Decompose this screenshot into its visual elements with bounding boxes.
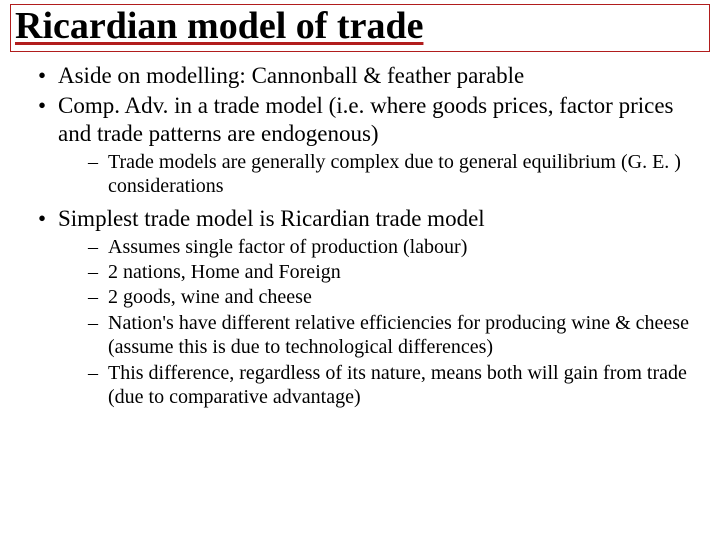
list-item-text: Nation's have different relative efficie… — [108, 312, 689, 358]
list-item-text: Aside on modelling: Cannonball & feather… — [58, 63, 524, 88]
list-item-text: Trade models are generally complex due t… — [108, 151, 681, 197]
list-item-text: Comp. Adv. in a trade model (i.e. where … — [58, 93, 674, 146]
slide-title: Ricardian model of trade — [15, 5, 705, 49]
list-item: Comp. Adv. in a trade model (i.e. where … — [38, 92, 710, 199]
list-item: 2 goods, wine and cheese — [88, 285, 710, 309]
list-item-text: Simplest trade model is Ricardian trade … — [58, 206, 485, 231]
list-item: Nation's have different relative efficie… — [88, 311, 710, 360]
list-item-text: Assumes single factor of production (lab… — [108, 236, 467, 258]
list-item: Trade models are generally complex due t… — [88, 150, 710, 199]
list-item-text: 2 nations, Home and Foreign — [108, 261, 341, 283]
list-item: Assumes single factor of production (lab… — [88, 235, 710, 259]
bullet-list: Aside on modelling: Cannonball & feather… — [38, 62, 710, 410]
sub-bullet-list: Assumes single factor of production (lab… — [88, 235, 710, 410]
list-item: 2 nations, Home and Foreign — [88, 260, 710, 284]
list-item: Aside on modelling: Cannonball & feather… — [38, 62, 710, 90]
slide: Ricardian model of trade Aside on modell… — [0, 0, 720, 540]
list-item-text: 2 goods, wine and cheese — [108, 286, 312, 308]
title-container: Ricardian model of trade — [10, 4, 710, 52]
list-item-text: This difference, regardless of its natur… — [108, 362, 687, 408]
sub-bullet-list: Trade models are generally complex due t… — [88, 150, 710, 199]
list-item: This difference, regardless of its natur… — [88, 361, 710, 410]
list-item: Simplest trade model is Ricardian trade … — [38, 205, 710, 410]
